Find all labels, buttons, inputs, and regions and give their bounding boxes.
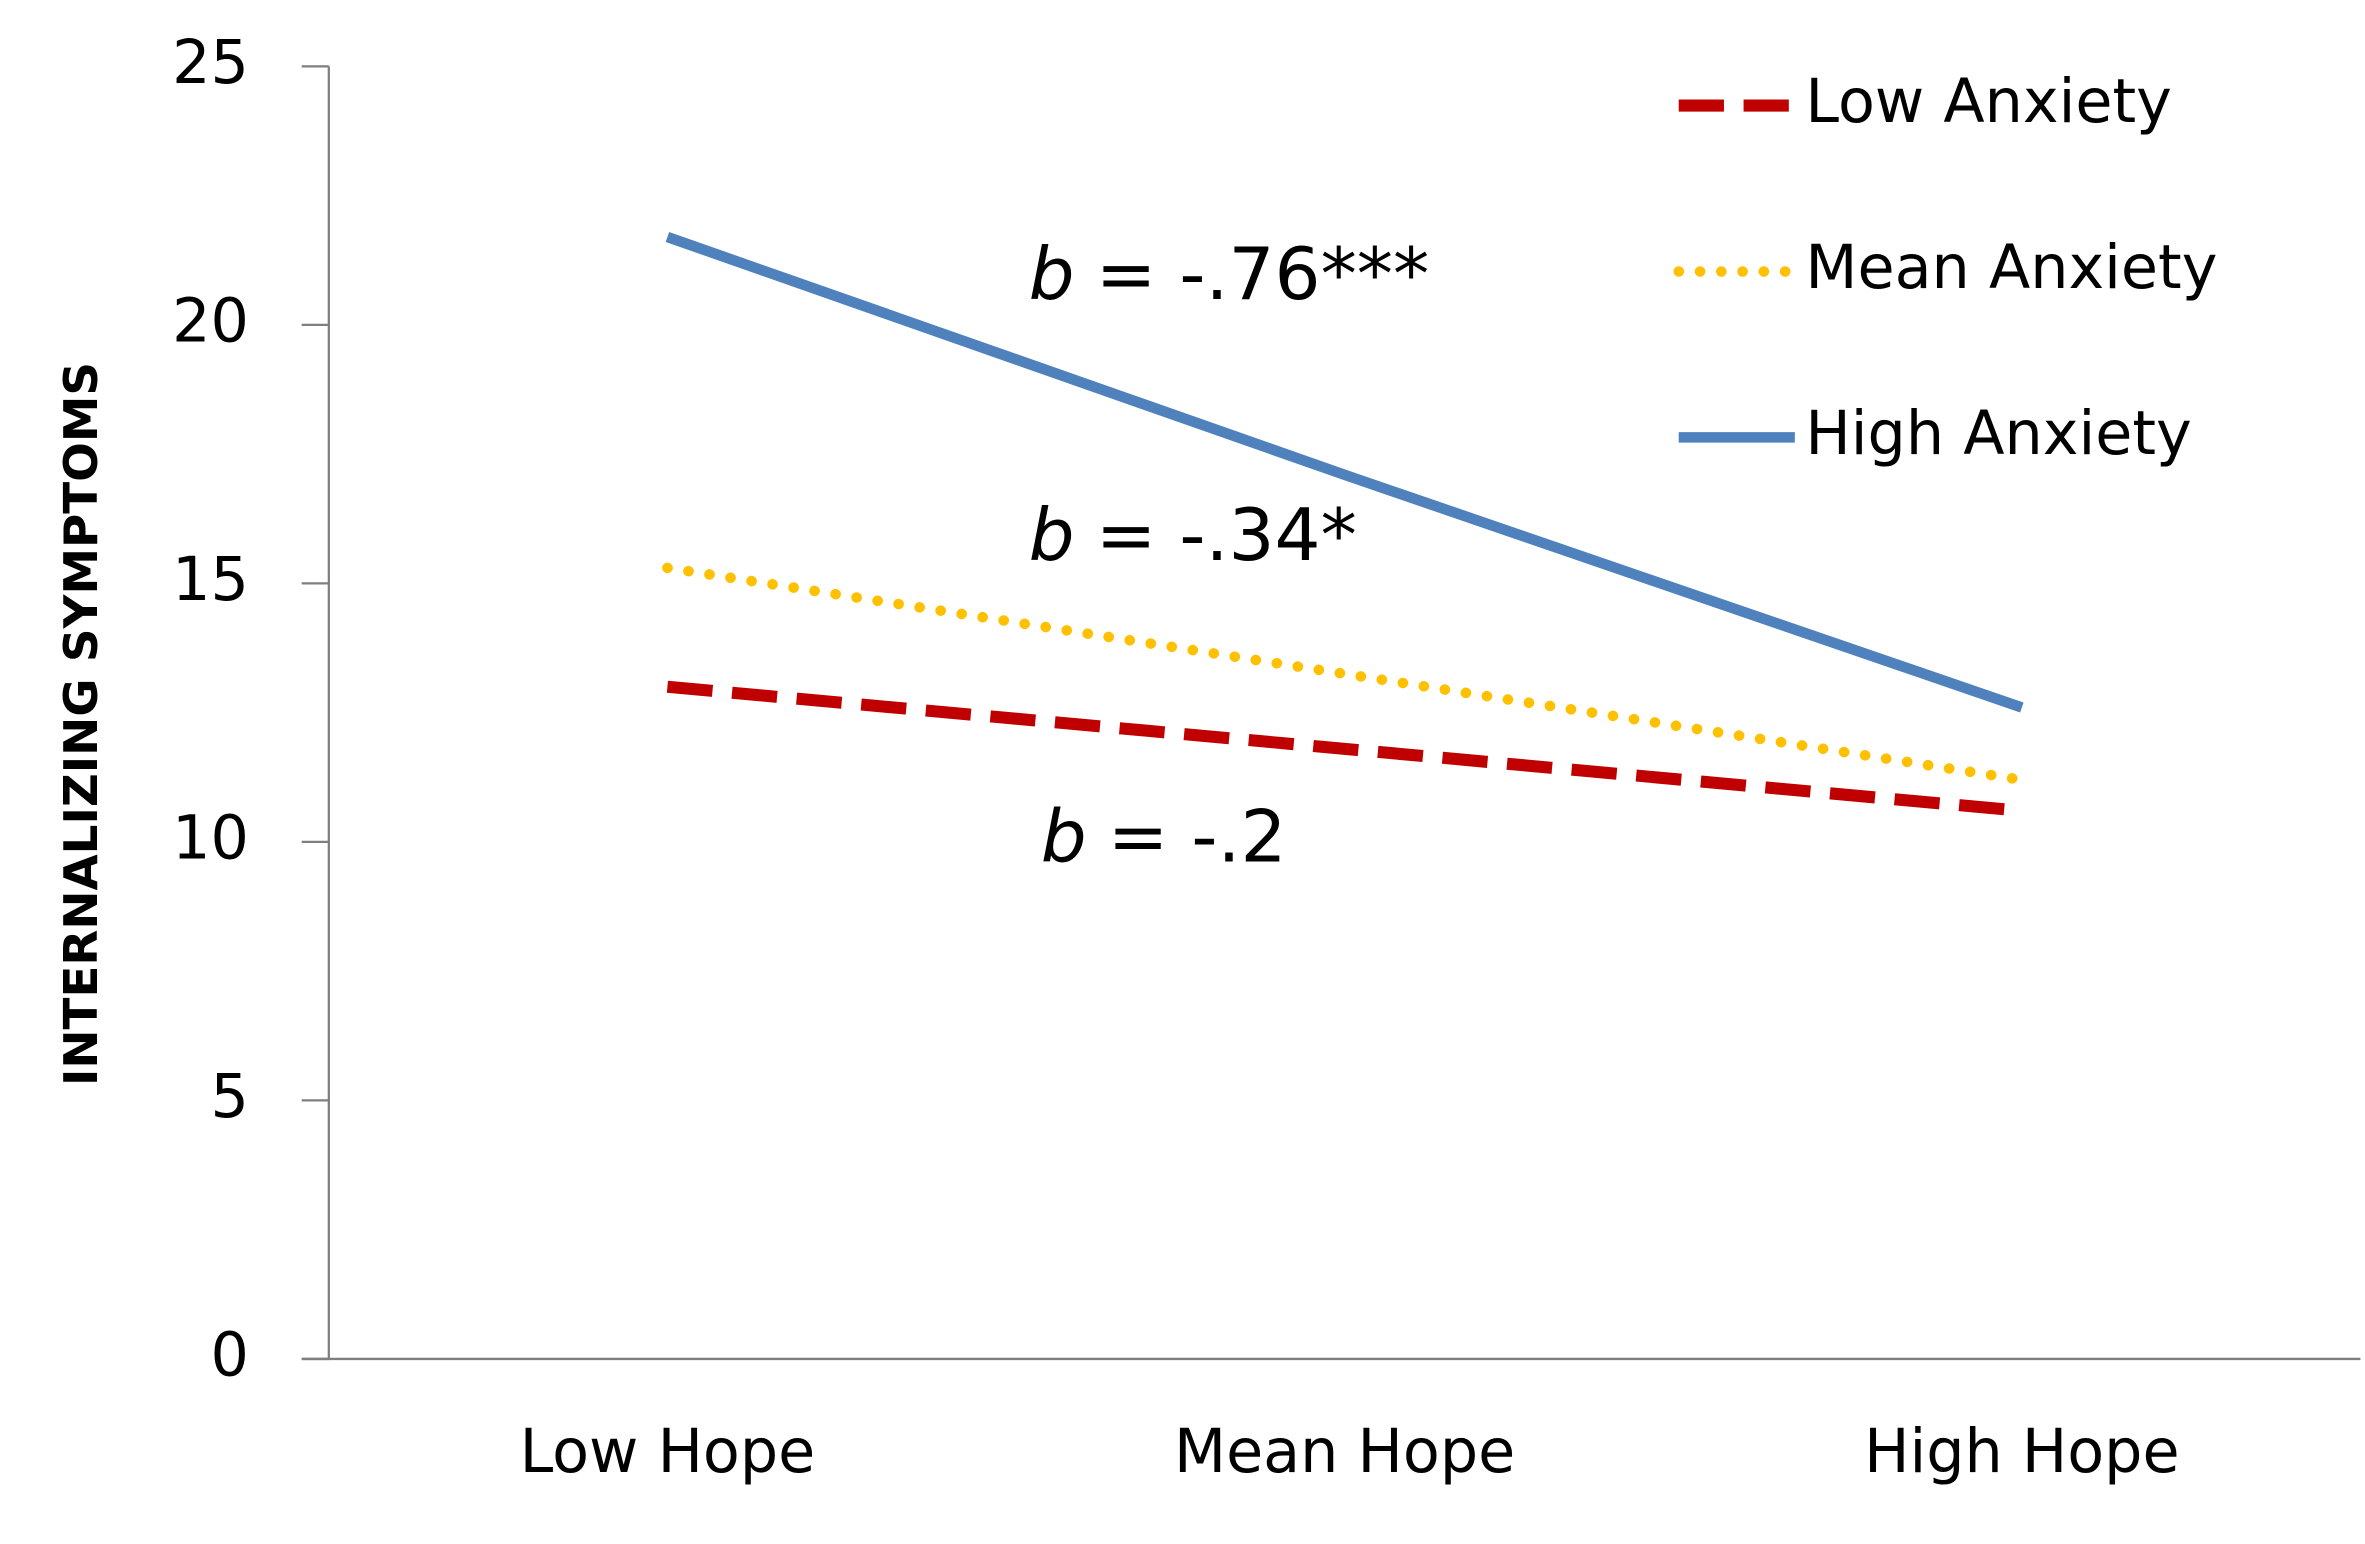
annotation-variable: b <box>1029 233 1075 317</box>
annotation-text: = -.76*** <box>1096 233 1429 317</box>
annotation: b = -.2 <box>1041 796 1287 880</box>
series-line <box>666 680 2023 817</box>
y-tick-label: 15 <box>172 545 249 615</box>
series-line <box>665 232 2024 713</box>
y-tick-label: 5 <box>210 1062 248 1132</box>
annotation-text: = -.34* <box>1096 494 1357 578</box>
y-axis-title: INTERNALIZING SYMPTOMS <box>55 362 109 1086</box>
y-tick-label: 25 <box>172 28 249 98</box>
annotation-text: = -.2 <box>1108 796 1287 880</box>
y-tick-label: 20 <box>172 286 249 356</box>
annotation-variable: b <box>1041 796 1087 880</box>
legend-label: Low Anxiety <box>1805 67 2171 137</box>
legend-label: Mean Anxiety <box>1805 233 2217 303</box>
annotation-variable: b <box>1029 494 1075 578</box>
series-line <box>662 562 2028 786</box>
annotation: b = -.76*** <box>1029 233 1430 317</box>
legend-label: High Anxiety <box>1805 399 2191 469</box>
y-tick-label: 0 <box>210 1321 248 1391</box>
y-tick-label: 10 <box>172 804 249 874</box>
x-tick-label: Low Hope <box>520 1417 816 1487</box>
annotation: b = -.34* <box>1029 494 1357 578</box>
x-tick-label: High Hope <box>1864 1417 2180 1487</box>
x-tick-label: Mean Hope <box>1174 1417 1515 1487</box>
